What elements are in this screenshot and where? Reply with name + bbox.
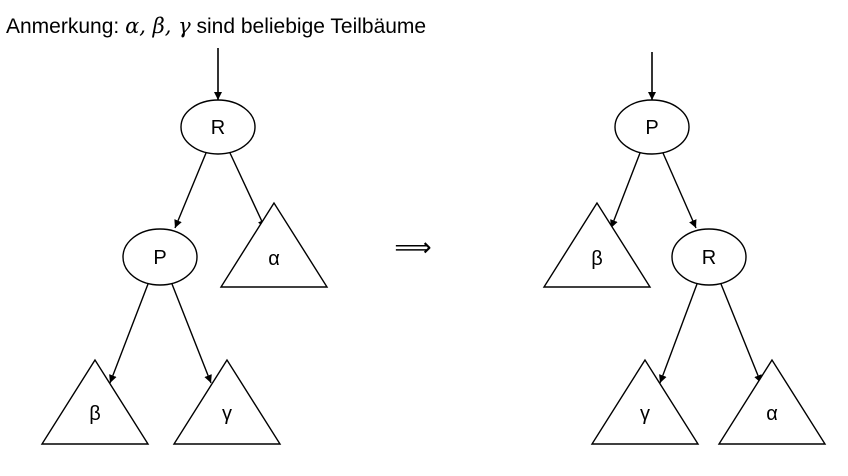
left-subtree-alpha [219, 201, 329, 288]
left-root-node [180, 99, 256, 155]
annotation-note: Anmerkung: α, β, γ sind beliebige Teilbä… [6, 14, 426, 39]
right-root-node [614, 99, 690, 155]
left-edge-p-to-gamma [171, 283, 212, 384]
note-suffix: sind beliebige Teilbäume [196, 15, 427, 38]
right-edge-r-to-alpha [720, 283, 762, 384]
left-edge-root-to-alpha [229, 152, 266, 229]
note-math-symbols: α, β, γ [125, 14, 191, 38]
right-subtree-alpha-label: α [766, 403, 778, 425]
right-edge-root-to-r [662, 152, 697, 229]
left-edge-root-to-p [174, 152, 207, 229]
right-subtree-alpha [717, 358, 827, 445]
left-child-label: P [153, 247, 166, 269]
right-child-node [671, 228, 747, 286]
left-subtree-beta [40, 358, 150, 445]
right-subtree-gamma-label: γ [640, 403, 650, 425]
right-child-label: R [702, 247, 716, 269]
left-subtree-gamma-label: γ [222, 403, 232, 425]
right-subtree-beta [542, 201, 652, 288]
left-subtree-gamma [172, 358, 282, 445]
right-root-label: P [645, 117, 658, 139]
left-subtree-alpha-label: α [268, 248, 280, 270]
right-edge-root-to-beta [610, 152, 641, 229]
note-prefix: Anmerkung: [6, 15, 120, 38]
left-tree: R P α β γ [40, 48, 329, 445]
right-tree: P β R γ α [542, 52, 827, 445]
left-edge-p-to-beta [109, 283, 149, 384]
right-subtree-gamma [590, 358, 700, 445]
right-edge-r-to-gamma [659, 283, 698, 384]
left-child-node [122, 228, 198, 286]
right-subtree-beta-label: β [591, 248, 603, 270]
transform-arrow: ⟹ [394, 233, 431, 263]
left-subtree-beta-label: β [89, 403, 101, 425]
left-root-label: R [211, 117, 225, 139]
